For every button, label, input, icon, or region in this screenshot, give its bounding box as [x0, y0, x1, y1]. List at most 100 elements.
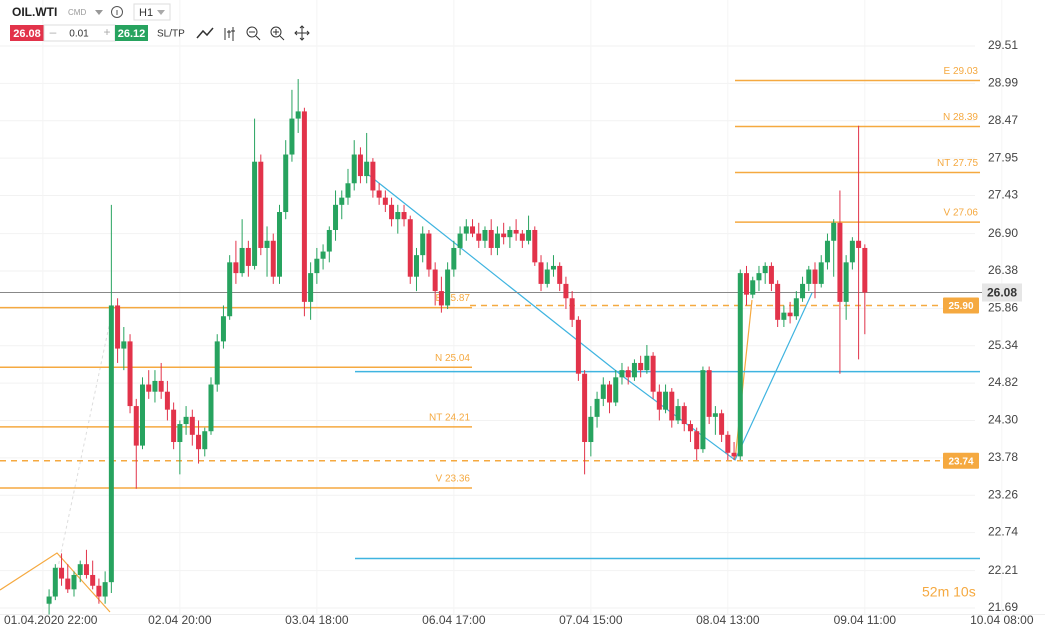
y-tick-label: 25.86: [988, 300, 1018, 314]
bid-price[interactable]: 26.08: [13, 28, 41, 40]
candle-body: [376, 190, 382, 198]
interval-box[interactable]: [133, 3, 171, 21]
price-tag: [943, 452, 979, 469]
y-tick-label: 25.34: [988, 338, 1018, 352]
sell-button[interactable]: [10, 25, 44, 41]
candle-body: [196, 434, 202, 450]
candle-body: [77, 564, 83, 575]
candle-body: [800, 283, 806, 299]
candle-body: [289, 118, 295, 155]
candle-body: [121, 341, 127, 349]
candle-body: [557, 265, 563, 284]
candle-body: [756, 273, 762, 281]
y-tick-label: 22.74: [988, 525, 1018, 539]
line-tool-icon[interactable]: [196, 27, 214, 39]
candle-body: [488, 229, 494, 248]
level-label: NT 27.75: [937, 158, 978, 169]
candle-body: [463, 226, 469, 234]
candle-tool-icon[interactable]: [224, 27, 235, 41]
candle-body: [171, 409, 177, 443]
candle-body: [856, 240, 862, 248]
x-tick-label: 10.04 08:00: [970, 613, 1034, 627]
candle-body: [96, 585, 102, 597]
candle-body: [719, 413, 725, 435]
candle-body: [594, 398, 600, 417]
candle-body: [90, 574, 96, 586]
candle-body: [295, 111, 301, 119]
info-icon[interactable]: [111, 6, 123, 18]
y-tick-label: 26.38: [988, 263, 1018, 277]
y-tick-label: 24.30: [988, 413, 1018, 427]
timer: 52m 10s: [922, 584, 976, 600]
candle-body: [420, 233, 426, 256]
candle-body: [239, 247, 245, 274]
candle-body: [146, 384, 152, 392]
candle-body: [46, 596, 52, 604]
candle-body: [189, 416, 195, 435]
candle-body: [438, 291, 444, 306]
pan-icon[interactable]: [294, 25, 310, 41]
candle-body: [426, 233, 432, 270]
interval[interactable]: H1: [139, 7, 153, 19]
buy-button[interactable]: [115, 25, 148, 41]
candle-body: [694, 431, 700, 450]
candle-body: [382, 197, 388, 205]
candle-body: [457, 233, 463, 248]
ask-price[interactable]: 26.12: [118, 28, 146, 40]
candle-body: [233, 262, 239, 274]
candle-body: [849, 240, 855, 263]
zoom-out-glyph: [249, 31, 261, 41]
y-tick-label: 26.90: [988, 226, 1018, 240]
zoom-out-icon[interactable]: [246, 26, 258, 38]
candle-body: [569, 298, 575, 320]
candle-body: [513, 229, 519, 234]
candle-body: [762, 265, 768, 274]
zoom-in-icon[interactable]: [270, 26, 282, 38]
candle-body: [843, 262, 849, 302]
candle-body: [768, 265, 774, 284]
price-tag: [943, 297, 979, 314]
y-tick-label: 23.78: [988, 450, 1018, 464]
candle-body: [575, 319, 581, 374]
candle-body: [644, 355, 650, 371]
candle-body: [345, 183, 351, 198]
candle-body: [245, 247, 251, 266]
candle-body: [600, 384, 606, 399]
level-label: N 25.04: [435, 353, 470, 364]
level-label: E 29.03: [944, 66, 979, 77]
y-tick-label: 22.21: [988, 563, 1018, 577]
candle-body: [737, 273, 743, 457]
y-tick-label: 23.26: [988, 487, 1018, 501]
candle-body: [519, 233, 525, 241]
candle-body: [532, 229, 538, 263]
candle-body: [270, 240, 276, 277]
candle-body: [127, 341, 133, 407]
candle-body: [208, 384, 214, 432]
guide-line: [49, 311, 113, 606]
level-label: N 28.39: [943, 112, 978, 123]
y-tick-label: 28.99: [988, 76, 1018, 90]
dropdown-arrow[interactable]: [95, 10, 103, 15]
x-tick-label: 02.04 20:00: [148, 613, 212, 627]
x-tick-label: 08.04 13:00: [696, 613, 760, 627]
trend-line: [734, 299, 753, 461]
sltp[interactable]: SL/TP: [157, 29, 185, 40]
candle-body: [301, 111, 307, 302]
candle-body: [494, 233, 500, 248]
minus[interactable]: –: [50, 25, 57, 39]
candle-body: [563, 283, 569, 299]
candle-body: [364, 161, 370, 177]
candle-body: [320, 251, 326, 259]
candle-body: [501, 233, 507, 238]
candle-body: [133, 406, 139, 446]
candle-body: [227, 262, 233, 317]
candle-body: [413, 255, 419, 277]
trend-line: [0, 552, 111, 613]
plus[interactable]: +: [103, 25, 110, 39]
symbol[interactable]: OIL.WTI: [12, 5, 57, 19]
candle-body: [152, 380, 158, 392]
candle-body: [351, 154, 357, 184]
x-tick-label: 09.04 11:00: [834, 613, 897, 627]
candle-body: [59, 567, 65, 579]
